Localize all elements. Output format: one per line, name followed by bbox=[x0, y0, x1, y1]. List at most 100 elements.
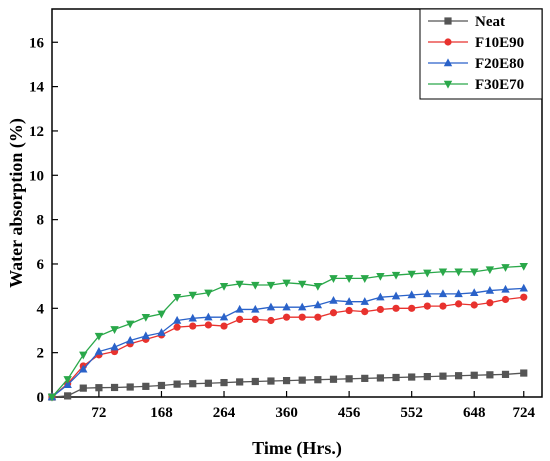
data-point-f10e90 bbox=[220, 322, 228, 330]
data-point-f20e80 bbox=[470, 288, 479, 296]
data-point-neat bbox=[520, 369, 528, 377]
series-neat bbox=[48, 369, 528, 401]
data-point-neat bbox=[157, 381, 166, 390]
data-point-f30e70 bbox=[501, 264, 510, 272]
data-point-neat bbox=[376, 374, 385, 382]
x-tick-label: 724 bbox=[513, 405, 536, 421]
data-point-neat bbox=[454, 372, 463, 380]
data-point-f20e80 bbox=[423, 289, 432, 298]
y-tick-label: 6 bbox=[37, 257, 45, 273]
data-point-f10e90 bbox=[345, 306, 353, 315]
data-point-f20e80 bbox=[79, 364, 88, 373]
y-tick-label: 14 bbox=[29, 80, 45, 96]
data-point-f10e90 bbox=[470, 301, 478, 309]
data-point-f30e70 bbox=[204, 289, 213, 298]
data-point-f30e70 bbox=[470, 268, 479, 277]
data-point-f10e90 bbox=[361, 308, 369, 316]
legend-item-f30e70: F30E70 bbox=[428, 77, 524, 93]
data-point-f30e70 bbox=[251, 281, 260, 290]
data-point-f30e70 bbox=[235, 280, 244, 289]
y-tick-label: 4 bbox=[37, 301, 45, 317]
data-point-neat bbox=[142, 382, 150, 390]
data-point-f20e80 bbox=[391, 291, 401, 300]
data-point-f30e70 bbox=[438, 268, 448, 277]
data-point-f30e70 bbox=[344, 275, 354, 283]
series-layer bbox=[47, 262, 528, 402]
data-point-f20e80 bbox=[172, 315, 182, 324]
series-f20e80 bbox=[47, 283, 528, 401]
x-tick-label: 72 bbox=[91, 405, 106, 421]
data-point-f30e70 bbox=[219, 282, 229, 291]
data-point-f30e70 bbox=[313, 282, 323, 291]
data-point-f30e70 bbox=[423, 269, 432, 278]
data-point-f10e90 bbox=[376, 305, 385, 314]
legend-marker-f20e80 bbox=[443, 58, 453, 67]
data-point-neat bbox=[220, 378, 228, 387]
data-point-f20e80 bbox=[438, 289, 448, 298]
legend-label: Neat bbox=[475, 14, 505, 30]
x-tick-label: 552 bbox=[400, 405, 423, 421]
data-point-neat bbox=[95, 384, 103, 392]
x-tick-label: 360 bbox=[275, 405, 298, 421]
data-point-f10e90 bbox=[267, 316, 275, 325]
data-point-f30e70 bbox=[188, 291, 197, 300]
data-point-neat bbox=[173, 380, 181, 388]
data-point-neat bbox=[361, 374, 369, 382]
data-point-neat bbox=[298, 376, 306, 384]
data-point-f30e70 bbox=[360, 275, 369, 283]
data-point-f30e70 bbox=[94, 332, 104, 341]
data-point-f20e80 bbox=[344, 297, 354, 305]
data-point-f30e70 bbox=[266, 281, 276, 290]
y-tick-label: 10 bbox=[29, 168, 44, 184]
data-point-f10e90 bbox=[314, 313, 322, 321]
data-point-neat bbox=[110, 383, 119, 392]
data-point-f20e80 bbox=[298, 302, 307, 311]
data-point-f20e80 bbox=[110, 342, 119, 351]
data-point-f20e80 bbox=[313, 300, 323, 309]
x-tick-label: 264 bbox=[213, 405, 236, 421]
y-tick-label: 0 bbox=[37, 390, 45, 406]
data-point-f30e70 bbox=[454, 268, 463, 277]
data-point-neat bbox=[236, 378, 244, 386]
data-point-f20e80 bbox=[125, 335, 135, 344]
data-point-f20e80 bbox=[157, 328, 166, 336]
y-tick-label: 8 bbox=[37, 213, 45, 229]
data-point-f20e80 bbox=[329, 295, 338, 304]
series-f30e70 bbox=[47, 262, 528, 402]
data-point-neat bbox=[392, 373, 400, 382]
data-point-f10e90 bbox=[486, 299, 494, 307]
x-axis-title: Time (Hrs.) bbox=[252, 438, 342, 459]
y-tick-label: 12 bbox=[29, 124, 44, 140]
y-axis: 0 2 4 6 8 10 12 14 16 bbox=[29, 35, 58, 406]
y-tick-label: 2 bbox=[37, 346, 45, 362]
data-point-f20e80 bbox=[188, 313, 197, 322]
data-point-f20e80 bbox=[141, 331, 151, 340]
x-tick-label: 456 bbox=[338, 405, 361, 421]
data-point-f10e90 bbox=[408, 304, 416, 312]
data-point-f30e70 bbox=[376, 272, 385, 281]
data-point-f20e80 bbox=[251, 304, 260, 313]
data-point-f10e90 bbox=[204, 321, 212, 329]
x-axis: 72 168 264 360 456 552 648 724 bbox=[91, 391, 536, 421]
data-point-neat bbox=[486, 371, 494, 379]
legend-label: F20E80 bbox=[475, 56, 524, 72]
legend-item-neat: Neat bbox=[428, 14, 505, 30]
data-point-neat bbox=[345, 375, 353, 383]
data-point-f10e90 bbox=[423, 302, 431, 310]
data-point-neat bbox=[408, 373, 416, 381]
data-point-f30e70 bbox=[157, 310, 166, 319]
legend-marker-f30e70 bbox=[443, 80, 453, 89]
data-point-f30e70 bbox=[407, 270, 416, 279]
data-point-f30e70 bbox=[79, 351, 88, 360]
legend-marker-f10e90 bbox=[444, 38, 452, 46]
data-point-neat bbox=[79, 384, 87, 392]
data-point-f10e90 bbox=[329, 309, 338, 317]
data-point-f10e90 bbox=[298, 313, 306, 321]
y-tick-label: 16 bbox=[29, 35, 45, 51]
data-point-f10e90 bbox=[251, 315, 259, 323]
data-point-f10e90 bbox=[454, 300, 463, 308]
data-point-neat bbox=[189, 380, 197, 388]
data-point-f30e70 bbox=[125, 320, 135, 329]
data-point-f30e70 bbox=[110, 326, 119, 334]
